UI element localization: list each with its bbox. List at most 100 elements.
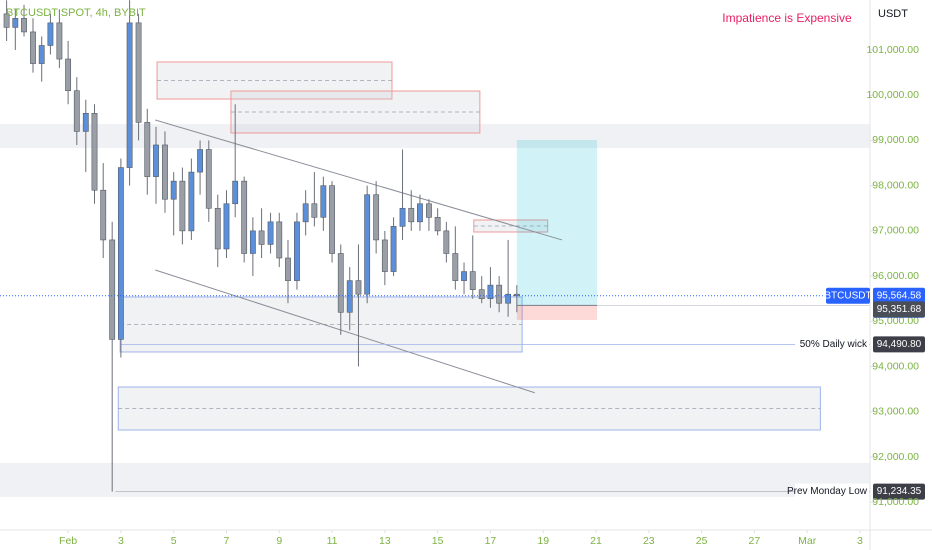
candle-body (3, 13, 10, 28)
candle-body (294, 221, 300, 281)
price-tag-label: 95,564.58 (877, 290, 922, 301)
candle-body (285, 257, 291, 281)
price-tag (873, 336, 925, 353)
candle-body (117, 167, 124, 340)
candle-body (223, 203, 230, 250)
x-tick-label: 7 (224, 535, 230, 547)
candle-body (135, 22, 142, 123)
zone (156, 61, 393, 100)
candle-body (311, 203, 318, 218)
candle-body (100, 189, 107, 241)
candle-body (408, 207, 415, 223)
candle-body (452, 253, 459, 281)
candle-body (505, 293, 512, 304)
candle-body (30, 31, 36, 64)
x-tick-label: 3 (118, 535, 124, 547)
candle-body (109, 239, 116, 340)
candle-body (21, 18, 27, 33)
annotation: Impatience is Expensive (722, 11, 852, 25)
x-tick-label: 19 (537, 535, 549, 547)
candle-body (320, 185, 327, 218)
y-tick-label: 91,000.00 (872, 496, 919, 508)
y-tick-label: 93,000.00 (872, 406, 919, 418)
position-stop (516, 305, 598, 320)
candle-body (434, 217, 441, 232)
zone (119, 296, 523, 353)
candle-body (38, 45, 45, 64)
x-tick-label: 3 (857, 535, 863, 547)
candle-body (232, 180, 239, 205)
price-tag-label: 94,490.80 (877, 339, 922, 350)
candle-body (373, 194, 380, 241)
symbol-tag-label: BTCUSDT (824, 290, 871, 301)
candle-body (390, 226, 397, 272)
x-tick-label: 5 (171, 535, 177, 547)
trendline (155, 269, 535, 394)
candle-body (337, 253, 344, 313)
candle-body (355, 280, 362, 295)
candle-body (56, 22, 63, 60)
candle-body (381, 239, 388, 272)
candle-body (47, 22, 54, 46)
y-tick-label: 97,000.00 (872, 225, 919, 237)
candle-body (426, 203, 432, 218)
x-tick-label: 27 (749, 535, 761, 547)
y-tick-label: 94,000.00 (872, 360, 919, 372)
candle-body (364, 194, 371, 295)
candle-body (91, 113, 98, 191)
candle-body (461, 271, 467, 281)
y-tick-label: 92,000.00 (872, 451, 919, 463)
x-tick-label: 17 (485, 535, 497, 547)
y-tick-label: 98,000.00 (872, 179, 919, 191)
candle-body (487, 284, 494, 300)
trendline (155, 119, 563, 241)
currency-label: USDT (878, 8, 908, 20)
candle-body (65, 58, 72, 92)
candle-body (12, 18, 19, 28)
candle-body (73, 90, 80, 132)
candle-body (443, 230, 450, 254)
level-label: 50% Daily wick (800, 339, 868, 350)
candle-body (346, 280, 353, 313)
candle-body (302, 203, 309, 223)
plot-area (0, 0, 870, 497)
candle-body (144, 122, 151, 177)
x-tick-label: 23 (643, 535, 655, 547)
candle-body (126, 22, 133, 168)
candle-body (197, 149, 203, 173)
candle-body (205, 149, 212, 209)
y-tick-label: 99,000.00 (872, 134, 919, 146)
candle-body (249, 230, 256, 254)
level-label: Prev Monday Low (787, 486, 868, 497)
candle-body (469, 271, 476, 290)
chart-title: BTCUSDT SPOT, 4h, BYBIT (6, 7, 146, 19)
candle-body (82, 113, 89, 132)
y-tick-label: 101,000.00 (866, 44, 919, 56)
price-tag-label: 91,234.35 (877, 486, 922, 497)
x-tick-label: 13 (379, 535, 391, 547)
candle-body (162, 144, 168, 200)
position-target (516, 139, 598, 306)
x-tick-label: Feb (59, 535, 77, 547)
candle-body (276, 221, 283, 259)
candle-body (399, 207, 406, 227)
candle-body (170, 180, 177, 200)
price-tag-label: 95,351.68 (877, 304, 922, 315)
x-tick-label: 9 (276, 535, 282, 547)
candle-body (267, 221, 274, 245)
x-tick-label: 25 (696, 535, 708, 547)
level-label-bg (795, 336, 869, 353)
candle-body (188, 171, 195, 232)
candle-body (214, 207, 221, 250)
x-tick-label: 11 (327, 535, 338, 547)
price-tag (873, 483, 925, 500)
price-tag (873, 301, 925, 318)
x-tick-label: Mar (798, 535, 817, 547)
y-tick-label: 100,000.00 (866, 89, 919, 101)
y-tick-label: 95,000.00 (872, 315, 919, 327)
candle-body (329, 185, 335, 254)
candle-body (417, 203, 423, 223)
symbol-tag (826, 287, 870, 304)
